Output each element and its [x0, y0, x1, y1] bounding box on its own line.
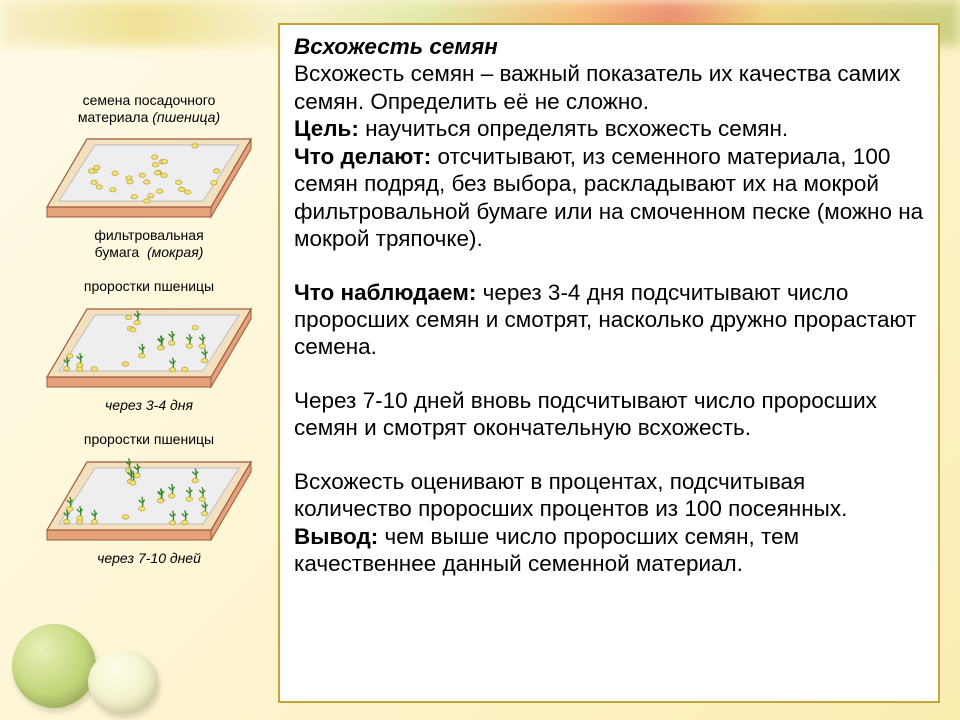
figure-1-bottom-caption: фильтровальная бумага (мокрая) [30, 227, 268, 260]
figure-2: проростки пшеницы через 3-4 дня [30, 278, 268, 413]
do-label: Что делают: [294, 144, 431, 169]
tray-svg [39, 450, 259, 546]
conclusion-label: Вывод: [294, 524, 378, 549]
decorative-apple-half [88, 650, 158, 714]
goal-label: Цель: [294, 116, 359, 141]
goal-text: научиться определять всхожесть семян. [359, 116, 788, 141]
paragraph-5: Всхожесть оценивают в процентах, подсчит… [294, 468, 926, 523]
caption-text: материала [78, 109, 149, 125]
caption-italic: через 3-4 дня [105, 397, 193, 413]
caption-text: проростки пшеницы [84, 431, 214, 447]
figure-column: семена посадочного материала (пшеница) ф… [30, 92, 268, 584]
title: Всхожесть семян [294, 34, 498, 59]
tray-svg [39, 127, 259, 223]
paragraph-4: Через 7-10 дней вновь подсчитывают число… [294, 387, 926, 442]
caption-text: проростки пшеницы [84, 278, 214, 294]
figure-2-bottom-caption: через 3-4 дня [30, 397, 268, 414]
caption-italic: (пшеница) [152, 109, 220, 125]
observe-label: Что наблюдаем: [294, 280, 476, 305]
figure-2-top-caption: проростки пшеницы [30, 278, 268, 295]
text-frame: Всхожесть семян Всхожесть семян – важный… [278, 23, 940, 703]
decorative-apple [12, 624, 96, 708]
caption-text: фильтровальная [94, 227, 203, 243]
tray-diagram-2 [39, 297, 259, 393]
figure-3: проростки пшеницы через 7-10 дней [30, 431, 268, 566]
caption-text: бумага [95, 244, 140, 260]
tray-diagram-1 [39, 127, 259, 223]
figure-1: семена посадочного материала (пшеница) ф… [30, 92, 268, 260]
caption-italic: через 7-10 дней [97, 550, 201, 566]
tray-svg [39, 297, 259, 393]
caption-text: семена посадочного [83, 92, 216, 108]
figure-3-bottom-caption: через 7-10 дней [30, 550, 268, 567]
tray-diagram-3 [39, 450, 259, 546]
caption-italic: (мокрая) [147, 244, 203, 260]
figure-1-top-caption: семена посадочного материала (пшеница) [30, 92, 268, 125]
intro-paragraph: Всхожесть семян – важный показатель их к… [294, 60, 926, 115]
figure-3-top-caption: проростки пшеницы [30, 431, 268, 448]
